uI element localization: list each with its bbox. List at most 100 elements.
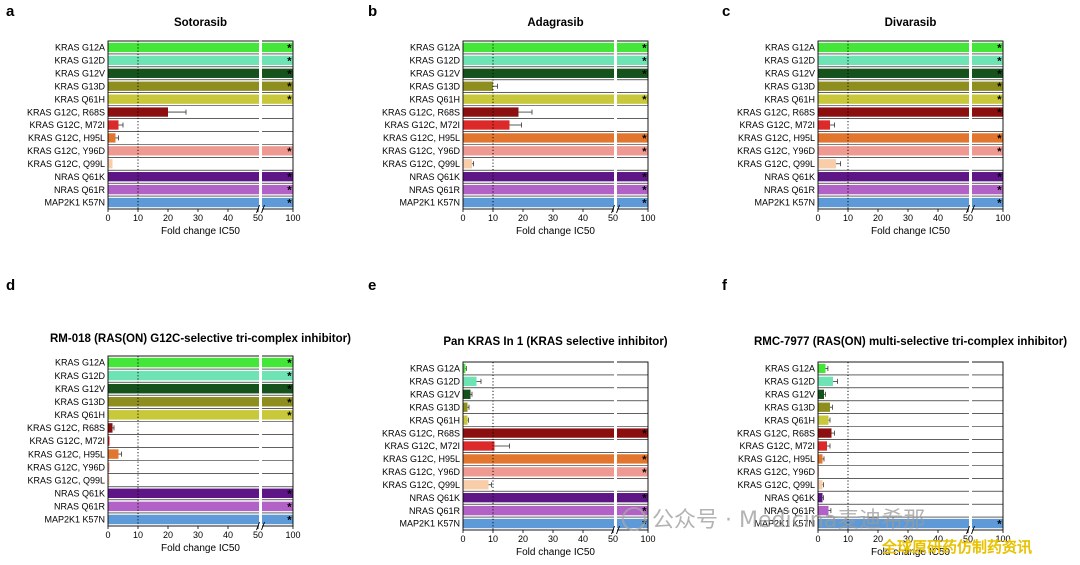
- bar: [617, 172, 648, 182]
- axis-break-mark: [261, 521, 265, 531]
- category-label: MAP2K1 K57N: [44, 515, 105, 525]
- significance-star: *: [287, 81, 292, 93]
- bar: [617, 133, 648, 143]
- bar: [972, 42, 1003, 53]
- category-label: KRAS G12V: [55, 384, 105, 394]
- bar: [972, 133, 1003, 143]
- bar: [818, 518, 969, 529]
- category-label: KRAS G12C, H95L: [738, 454, 815, 464]
- bar: [108, 410, 259, 420]
- bar: [108, 146, 259, 156]
- significance-star: *: [642, 428, 647, 440]
- x-tick-label: 20: [873, 213, 883, 223]
- bar: [262, 172, 293, 182]
- bar: [108, 397, 259, 407]
- chart-title: Divarasib: [885, 17, 937, 29]
- bar: [463, 107, 519, 117]
- bar: [463, 197, 614, 208]
- category-label: NRAS Q61K: [764, 172, 815, 182]
- bar: [972, 81, 1003, 91]
- category-label: KRAS G12C, Q99L: [382, 480, 460, 490]
- bar: [463, 55, 614, 66]
- bar: [818, 389, 824, 399]
- axis-break-mark: [971, 525, 975, 535]
- x-tick-label: 50: [963, 213, 973, 223]
- category-label: KRAS G12C, Q99L: [382, 159, 460, 169]
- panel-letter: a: [6, 3, 15, 20]
- significance-star: *: [287, 501, 292, 513]
- significance-star: *: [997, 519, 1002, 531]
- plot-frame: [462, 361, 649, 531]
- bar: [818, 68, 969, 78]
- bar: [818, 480, 823, 490]
- bar: [617, 467, 648, 477]
- chart-title: Pan KRAS In 1 (KRAS selective inhibitor): [443, 336, 667, 348]
- x-axis-label: Fold change IC50: [161, 543, 240, 554]
- significance-star: *: [997, 94, 1002, 106]
- bar: [463, 172, 614, 182]
- category-label: KRAS G12V: [410, 69, 460, 79]
- x-tick-label: 40: [933, 213, 943, 223]
- category-label: KRAS G12C, R68S: [382, 428, 460, 438]
- bar: [463, 505, 614, 516]
- x-tick-label: 0: [460, 534, 465, 544]
- axis-break-gap: [259, 40, 262, 214]
- bar: [262, 514, 293, 525]
- bar: [108, 449, 119, 459]
- x-tick-label: 40: [578, 534, 588, 544]
- x-tick-label: 100: [995, 534, 1010, 544]
- bar: [617, 197, 648, 208]
- bar: [463, 467, 614, 477]
- category-label: MAP2K1 K57N: [399, 198, 460, 208]
- bar: [463, 94, 614, 104]
- chart-title: Sotorasib: [174, 17, 227, 29]
- panel-letter: d: [6, 277, 15, 294]
- bar: [818, 505, 829, 516]
- category-label: KRAS G12C, H95L: [738, 133, 815, 143]
- category-label: KRAS G12A: [410, 43, 460, 53]
- bar: [463, 81, 493, 91]
- bar: [617, 146, 648, 156]
- significance-star: *: [287, 384, 292, 396]
- significance-star: *: [287, 514, 292, 526]
- category-label: NRAS Q61K: [764, 493, 815, 503]
- category-label: KRAS G12C, M72I: [739, 120, 815, 130]
- category-label: KRAS G12D: [764, 377, 815, 387]
- category-label: NRAS Q61R: [764, 185, 816, 195]
- significance-star: *: [287, 371, 292, 383]
- significance-star: *: [287, 94, 292, 106]
- bar: [108, 436, 110, 446]
- chart-title: RMC-7977 (RAS(ON) multi-selective tri-co…: [754, 336, 1067, 348]
- bar: [262, 42, 293, 53]
- category-label: KRAS G12C, M72I: [384, 120, 460, 130]
- significance-star: *: [642, 467, 647, 479]
- bar: [108, 159, 113, 169]
- category-label: KRAS G12A: [765, 43, 815, 53]
- x-tick-label: 20: [163, 213, 173, 223]
- x-axis-label: Fold change IC50: [871, 226, 950, 237]
- bar: [818, 467, 819, 477]
- bar: [818, 172, 969, 182]
- bar: [463, 363, 466, 374]
- category-label: KRAS G12C, H95L: [383, 133, 460, 143]
- bar: [463, 146, 614, 156]
- x-tick-label: 30: [903, 534, 913, 544]
- category-label: NRAS Q61K: [409, 493, 460, 503]
- significance-star: *: [287, 146, 292, 158]
- x-tick-label: 20: [163, 530, 173, 540]
- axis-break-mark: [971, 204, 975, 214]
- bar: [818, 159, 836, 169]
- category-label: KRAS G12C, H95L: [383, 454, 460, 464]
- chart-panel-e: e Pan KRAS In 1 (KRAS selective inhibitor…: [368, 277, 668, 558]
- bar: [463, 42, 614, 53]
- significance-star: *: [287, 185, 292, 197]
- bar: [108, 81, 259, 91]
- category-label: KRAS G12V: [765, 390, 815, 400]
- significance-star: *: [997, 172, 1002, 184]
- x-axis-label: Fold change IC50: [516, 226, 595, 237]
- bar: [972, 94, 1003, 104]
- x-tick-label: 30: [193, 530, 203, 540]
- category-label: KRAS Q61H: [409, 94, 460, 104]
- watermark-logo-icon: [622, 507, 646, 531]
